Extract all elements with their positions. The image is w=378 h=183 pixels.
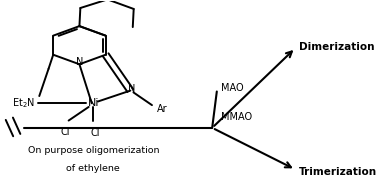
Text: Dimerization: Dimerization bbox=[299, 42, 374, 52]
Text: Cl: Cl bbox=[61, 127, 70, 137]
Text: Trimerization: Trimerization bbox=[299, 167, 377, 177]
Text: Et$_2$N: Et$_2$N bbox=[12, 96, 36, 110]
Text: On purpose oligomerization: On purpose oligomerization bbox=[28, 146, 159, 155]
Text: MAO: MAO bbox=[222, 83, 244, 93]
Text: MMAO: MMAO bbox=[222, 112, 253, 122]
Text: N: N bbox=[76, 57, 83, 68]
Text: Cl: Cl bbox=[90, 128, 100, 138]
Text: N: N bbox=[128, 84, 136, 94]
Text: of ethylene: of ethylene bbox=[67, 164, 120, 173]
Text: Ar: Ar bbox=[156, 104, 167, 114]
Text: Ni: Ni bbox=[88, 98, 99, 108]
